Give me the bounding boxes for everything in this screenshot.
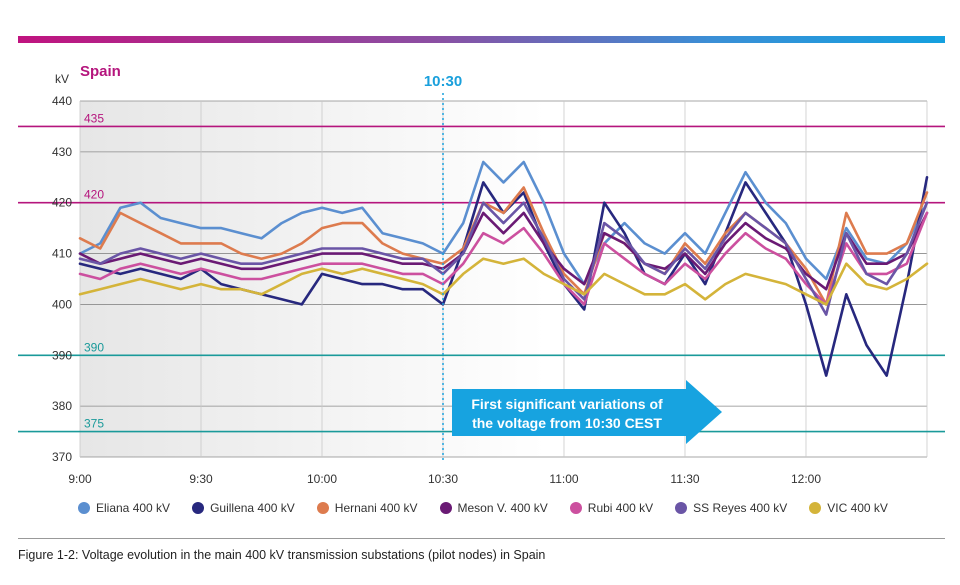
- series-line-3: [78, 211, 929, 291]
- legend-item-6: VIC 400 kV: [809, 501, 888, 515]
- axis-labels: 370 380 390 400 410 420 430 440 9:00 9:30 10:00 10:…: [52, 94, 821, 486]
- annotation-arrow: First significant variations of the volt…: [452, 380, 722, 444]
- legend-item-4: Rubi 400 kV: [569, 501, 654, 515]
- legend-label: Guillena 400 kV: [210, 501, 295, 515]
- legend-item-3: Meson V. 400 kV: [439, 501, 548, 515]
- legend-item-5: SS Reyes 400 kV: [675, 501, 787, 515]
- x-tick-10:00: 10:00: [307, 472, 337, 486]
- legend-label: VIC 400 kV: [827, 501, 888, 515]
- reference-label-375: 375: [84, 417, 104, 431]
- x-tick-12:00: 12:00: [791, 472, 821, 486]
- legend-item-1: Guillena 400 kV: [192, 501, 295, 515]
- legend-swatch-icon: [316, 502, 329, 514]
- y-tick-420: 420: [52, 196, 72, 210]
- series-line-4: [78, 211, 929, 306]
- legend-item-0: Eliana 400 kV: [78, 501, 170, 515]
- legend-label: SS Reyes 400 kV: [693, 501, 788, 515]
- x-tick-10:30: 10:30: [428, 472, 458, 486]
- legend-swatch-icon: [78, 502, 90, 514]
- legend-item-2: Hernani 400 kV: [316, 501, 418, 515]
- legend-label: Meson V. 400 kV: [457, 501, 548, 515]
- y-tick-440: 440: [52, 94, 72, 108]
- series-line-6: [78, 257, 929, 306]
- y-tick-370: 370: [52, 450, 72, 464]
- legend-swatch-icon: [439, 502, 452, 514]
- x-tick-11:30: 11:30: [670, 472, 699, 486]
- legend-swatch-icon: [192, 502, 205, 514]
- reference-label-420: 420: [84, 188, 104, 202]
- caption-divider: [18, 538, 945, 539]
- y-tick-390: 390: [52, 348, 72, 362]
- y-tick-410: 410: [52, 247, 72, 261]
- annotation-line-1: First significant variations of: [471, 396, 663, 412]
- y-tick-400: 400: [52, 297, 72, 311]
- legend-label: Eliana 400 kV: [96, 501, 171, 515]
- reference-label-435: 435: [84, 111, 104, 125]
- series-line-0: [78, 160, 929, 286]
- reference-label-390: 390: [84, 340, 104, 354]
- voltage-chart: 435 420 390 375 10:30 370 380 390 400 410 420 430…: [18, 63, 945, 486]
- y-axis-unit: kV: [55, 72, 69, 86]
- header-gradient-bar: [18, 36, 945, 43]
- chart-legend: Eliana 400 kV Guillena 400 kV Hernani 400 …: [78, 498, 938, 518]
- y-tick-430: 430: [52, 145, 72, 159]
- legend-swatch-icon: [675, 502, 688, 514]
- x-tick-11:00: 11:00: [549, 472, 578, 486]
- legend-label: Hernani 400 kV: [334, 501, 418, 515]
- x-tick-9:00: 9:00: [68, 472, 92, 486]
- x-tick-9:30: 9:30: [189, 472, 213, 486]
- figure-caption: Figure 1-2: Voltage evolution in the mai…: [18, 548, 546, 562]
- time-marker: 10:30: [424, 73, 462, 462]
- time-marker-label: 10:30: [424, 73, 462, 90]
- legend-swatch-icon: [809, 502, 822, 514]
- annotation-arrow-shape: [452, 380, 722, 444]
- y-tick-380: 380: [52, 399, 72, 413]
- series-line-5: [78, 201, 929, 316]
- reference-lines: 435 420 390 375: [18, 111, 945, 433]
- legend-label: Rubi 400 kV: [587, 501, 654, 515]
- annotation-line-2: the voltage from 10:30 CEST: [472, 415, 662, 431]
- legend-swatch-icon: [569, 502, 582, 514]
- chart-title: Spain: [80, 63, 121, 80]
- series-lines: [78, 160, 929, 377]
